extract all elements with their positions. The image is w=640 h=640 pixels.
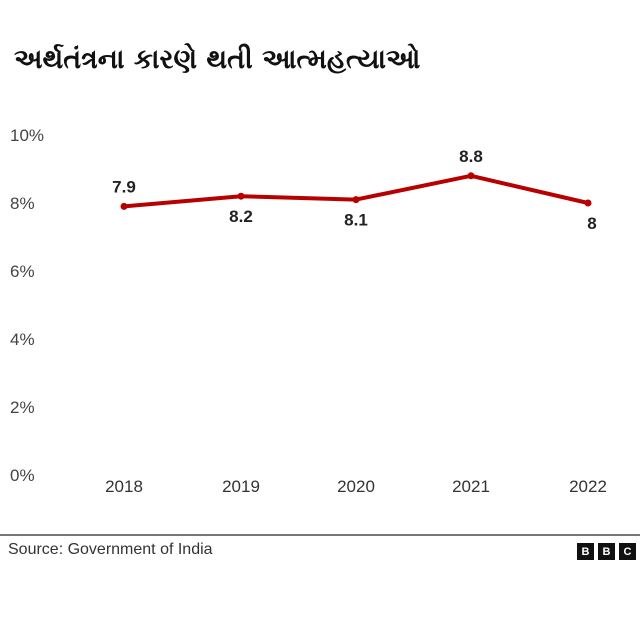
data-label: 8.1 xyxy=(344,211,368,230)
data-point xyxy=(120,202,128,210)
y-tick-label: 10% xyxy=(10,126,44,145)
y-tick-label: 8% xyxy=(10,194,35,213)
x-tick-label: 2019 xyxy=(222,477,260,496)
data-label: 7.9 xyxy=(112,177,136,196)
chart-title: અર્થતંત્રના કારણે થતી આત્મહત્યાઓ xyxy=(14,44,421,75)
data-point xyxy=(584,199,592,207)
footer-divider xyxy=(0,534,640,536)
x-tick-label: 2020 xyxy=(337,477,375,496)
y-tick-label: 6% xyxy=(10,262,35,281)
y-tick-label: 0% xyxy=(10,466,35,485)
y-tick-label: 2% xyxy=(10,398,35,417)
y-tick-label: 4% xyxy=(10,330,35,349)
x-tick-label: 2018 xyxy=(105,477,143,496)
source-text: Source: Government of India xyxy=(8,541,213,558)
x-tick-label: 2022 xyxy=(569,477,607,496)
data-label: 8.8 xyxy=(459,147,483,166)
data-point xyxy=(467,172,475,180)
data-label: 8 xyxy=(587,214,596,233)
data-label: 8.2 xyxy=(229,207,253,226)
data-point xyxy=(237,192,245,200)
x-tick-label: 2021 xyxy=(452,477,490,496)
data-point xyxy=(352,196,360,204)
line-chart: 0% 2% 4% 6% 8% 10% 2018 2019 2020 2021 2022 7.9 8.2 8… xyxy=(10,126,607,496)
